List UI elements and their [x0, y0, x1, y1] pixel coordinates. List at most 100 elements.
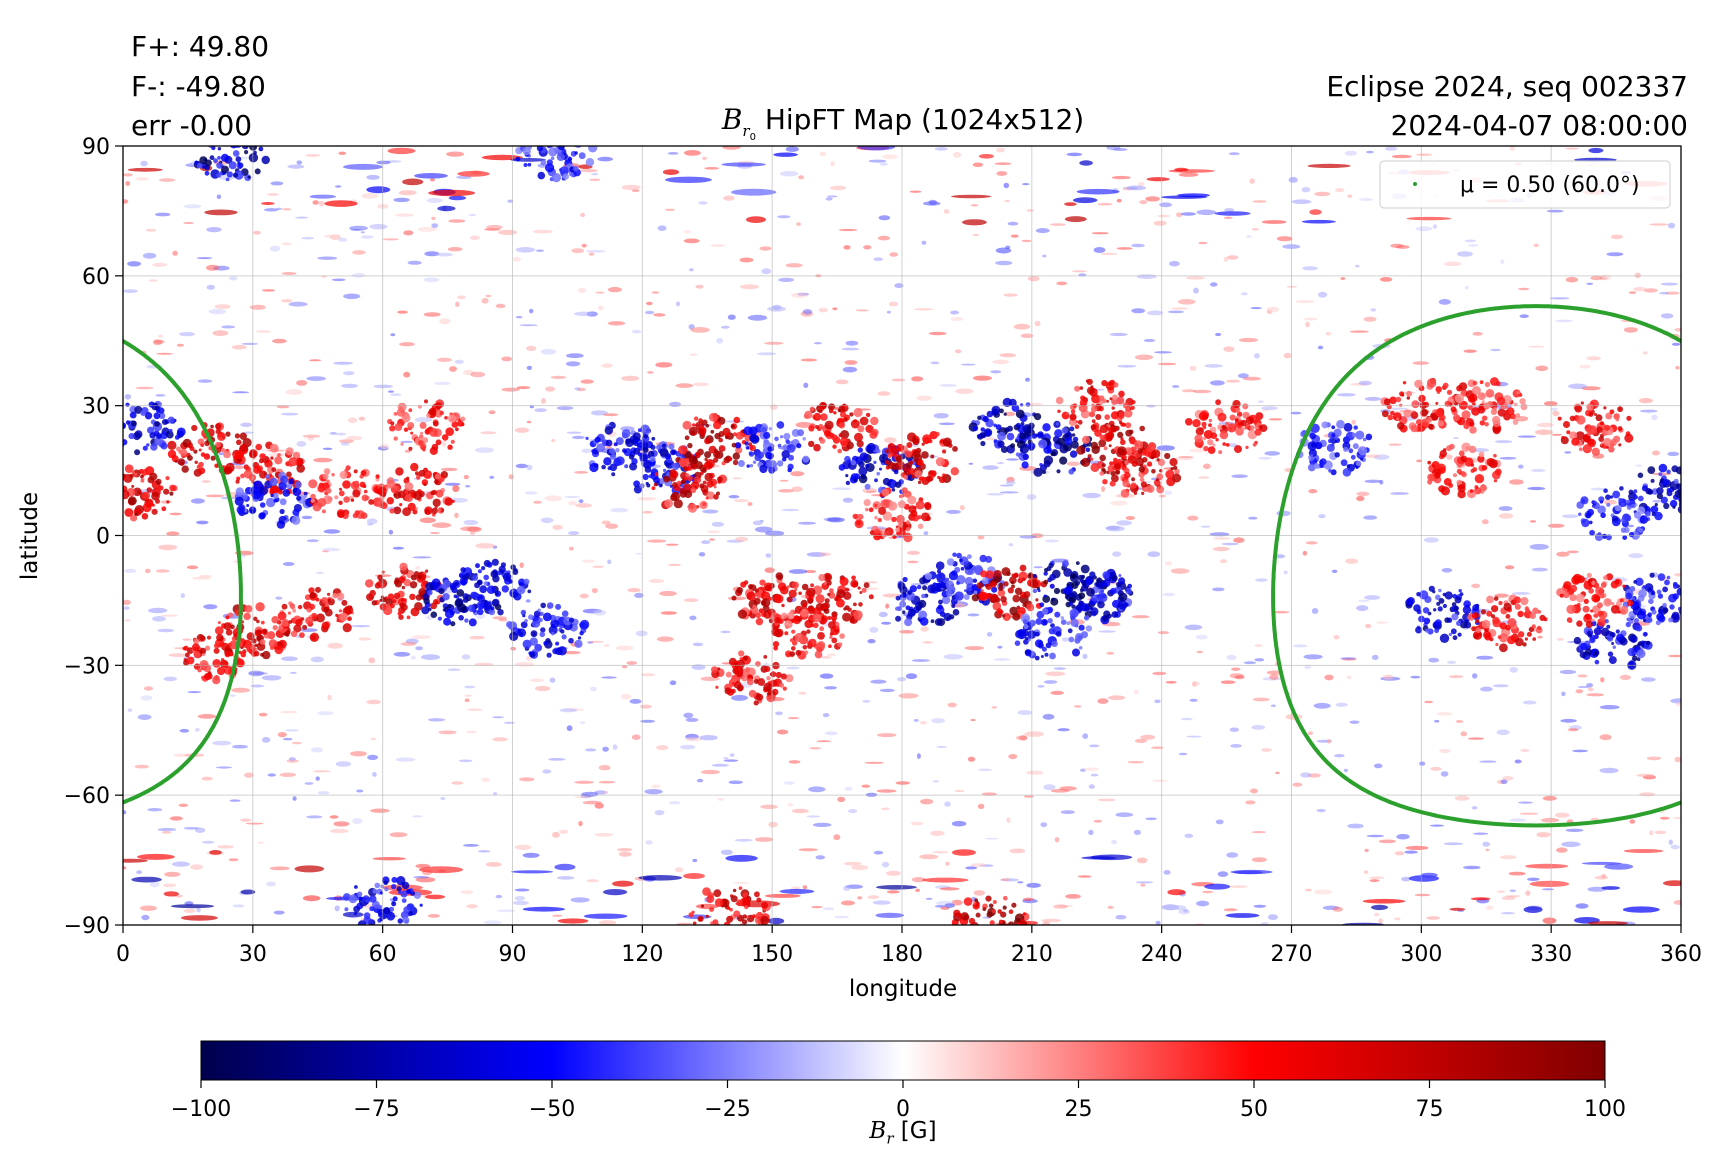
background-field-speck [190, 864, 203, 870]
background-field-speck [855, 309, 869, 312]
background-field-speck [1424, 700, 1433, 704]
background-field-speck [1509, 666, 1518, 673]
background-field-speck [127, 708, 133, 712]
background-field-speck [664, 208, 676, 211]
background-field-speck [1159, 494, 1166, 498]
active-region-speck [1609, 409, 1615, 415]
active-region-speck [698, 418, 703, 423]
active-region-speck [1460, 471, 1466, 476]
active-region-speck [1068, 636, 1075, 643]
background-field-speck [1198, 476, 1210, 479]
active-region-speck [123, 489, 130, 500]
background-field-speck [488, 410, 496, 415]
active-region-speck [181, 465, 189, 473]
background-field-speck [575, 503, 592, 508]
active-region-speck [774, 617, 781, 623]
active-region-speck [1402, 381, 1407, 385]
active-region-speck [907, 608, 916, 617]
background-field-speck [1473, 832, 1489, 835]
background-field-speck [873, 257, 883, 262]
background-field-speck [285, 729, 299, 732]
active-region-speck [964, 576, 974, 586]
active-region-speck [632, 432, 641, 441]
background-field-speck [1151, 746, 1164, 749]
background-field-speck [485, 294, 492, 298]
background-field-speck [920, 626, 929, 632]
background-field-speck [335, 432, 347, 436]
background-field-speck [993, 658, 1011, 661]
active-region-speck [1085, 578, 1093, 585]
active-region-speck [124, 508, 134, 517]
background-field-speck [1043, 784, 1056, 791]
background-field-speck [592, 565, 604, 569]
background-field-speck [1347, 194, 1353, 198]
active-region-speck [1072, 648, 1080, 657]
active-region-speck [865, 424, 874, 433]
active-region-speck [1563, 421, 1570, 428]
background-field-speck [667, 152, 679, 155]
active-region-speck [732, 459, 739, 466]
background-field-speck [1136, 274, 1157, 279]
active-region-speck [1080, 631, 1088, 639]
active-region-speck [327, 598, 332, 603]
active-region-speck [785, 674, 794, 683]
active-region-speck [1433, 472, 1441, 479]
active-region-speck [758, 608, 764, 613]
active-region-speck [895, 527, 901, 533]
background-field-speck [556, 406, 574, 411]
background-field-speck [1131, 243, 1145, 248]
active-region-speck [711, 666, 718, 674]
active-region-speck [1089, 457, 1094, 461]
background-field-speck [1664, 291, 1680, 295]
active-region-speck [688, 426, 698, 436]
active-region-speck [174, 435, 180, 440]
active-region-speck [924, 572, 933, 580]
active-region-speck [1070, 409, 1076, 414]
active-region-speck [826, 580, 832, 586]
background-field-speck [513, 900, 529, 906]
active-region-speck [375, 474, 380, 479]
background-field-speck [1140, 734, 1156, 740]
background-field-speck [282, 737, 293, 741]
active-region-speck [393, 412, 398, 416]
active-region-speck [1656, 487, 1664, 495]
active-region-speck [672, 482, 678, 488]
active-region-speck [191, 424, 198, 432]
background-field-speck [656, 636, 674, 642]
background-field-speck [403, 230, 414, 236]
active-region-speck [297, 604, 303, 610]
active-region-speck [379, 583, 385, 589]
active-region-speck [149, 432, 156, 439]
active-region-speck [494, 590, 502, 597]
active-region-speck [109, 503, 114, 508]
background-field-speck [1010, 234, 1019, 238]
active-region-speck [914, 470, 923, 478]
background-field-speck [1140, 883, 1146, 887]
background-field-speck [1006, 817, 1011, 823]
background-field-speck [282, 562, 295, 566]
active-region-speck [288, 620, 293, 624]
background-field-speck [1066, 461, 1081, 467]
active-region-speck [777, 582, 787, 591]
active-region-speck [795, 649, 802, 656]
background-field-speck [218, 452, 224, 456]
background-field-speck [1008, 543, 1014, 547]
background-field-speck [1251, 857, 1267, 863]
background-field-speck [388, 529, 394, 535]
active-region-speck [305, 616, 314, 625]
background-field-speck [275, 207, 283, 210]
active-region-speck [1458, 450, 1465, 457]
background-field-speck [1606, 252, 1624, 257]
active-region-speck [1598, 496, 1605, 503]
background-field-speck [228, 858, 239, 862]
active-region-speck [325, 487, 332, 494]
background-field-speck [306, 815, 323, 819]
background-field-speck [335, 185, 342, 188]
active-region-speck [1110, 587, 1117, 595]
active-region-speck [870, 416, 879, 426]
active-region-speck [653, 482, 658, 487]
background-field-speck [905, 673, 918, 680]
active-region-speck [1054, 611, 1061, 618]
background-field-speck [1547, 523, 1565, 528]
active-region-speck [615, 437, 624, 446]
